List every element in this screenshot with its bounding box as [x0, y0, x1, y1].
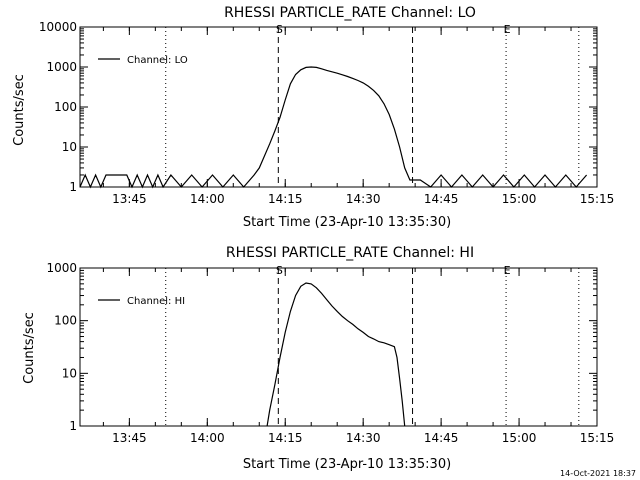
chart-title: RHESSI PARTICLE_RATE Channel: LO [224, 5, 476, 21]
y-axis-label: Counts/sec [12, 74, 27, 146]
y-tick-label: 100 [54, 314, 77, 328]
event-marker-label: E [504, 23, 511, 36]
x-tick-label: 15:15 [580, 431, 615, 445]
x-tick-label: 15:00 [502, 192, 537, 206]
event-marker-label: S [276, 264, 283, 277]
x-tick-label: 14:30 [346, 431, 381, 445]
y-tick-label: 1000 [46, 60, 77, 74]
panel-lo: RHESSI PARTICLE_RATE Channel: LO Counts/… [12, 5, 614, 230]
plot-frame [79, 267, 598, 427]
y-tick-label: 1000 [46, 261, 77, 275]
y-tick-label: 100 [54, 100, 77, 114]
x-tick-label: 15:15 [580, 192, 615, 206]
y-tick-label: 10 [62, 366, 77, 380]
x-tick-label: 14:00 [190, 431, 225, 445]
y-tick-label: 10 [62, 140, 77, 154]
x-tick-label: 14:45 [424, 431, 459, 445]
x-tick-label: 14:30 [346, 192, 381, 206]
x-tick-label: 14:15 [268, 431, 303, 445]
y-tick-label: 1 [69, 419, 77, 433]
event-marker-label: E [504, 264, 511, 277]
panel-hi: RHESSI PARTICLE_RATE Channel: HI Counts/… [22, 245, 614, 472]
y-tick-label: 1 [69, 180, 77, 194]
plot-timestamp: 14-Oct-2021 18:37 [560, 469, 636, 478]
chart-title: RHESSI PARTICLE_RATE Channel: HI [226, 245, 474, 261]
legend-label: Channel: HI [127, 296, 185, 307]
series-line [266, 282, 406, 427]
x-tick-label: 14:00 [190, 192, 225, 206]
x-tick-label: 14:15 [268, 192, 303, 206]
x-axis-label: Start Time (23-Apr-10 13:35:30) [243, 215, 451, 230]
event-marker-label: S [276, 23, 283, 36]
x-tick-label: 14:45 [424, 192, 459, 206]
y-axis-label: Counts/sec [22, 312, 37, 384]
x-tick-label: 15:00 [502, 431, 537, 445]
legend-label: Channel: LO [127, 55, 188, 66]
x-tick-label: 13:45 [112, 431, 147, 445]
x-tick-label: 13:45 [112, 192, 147, 206]
plot-frame [79, 26, 598, 188]
y-tick-label: 10000 [39, 20, 77, 34]
series-line [79, 66, 588, 189]
x-axis-label: Start Time (23-Apr-10 13:35:30) [243, 457, 451, 472]
